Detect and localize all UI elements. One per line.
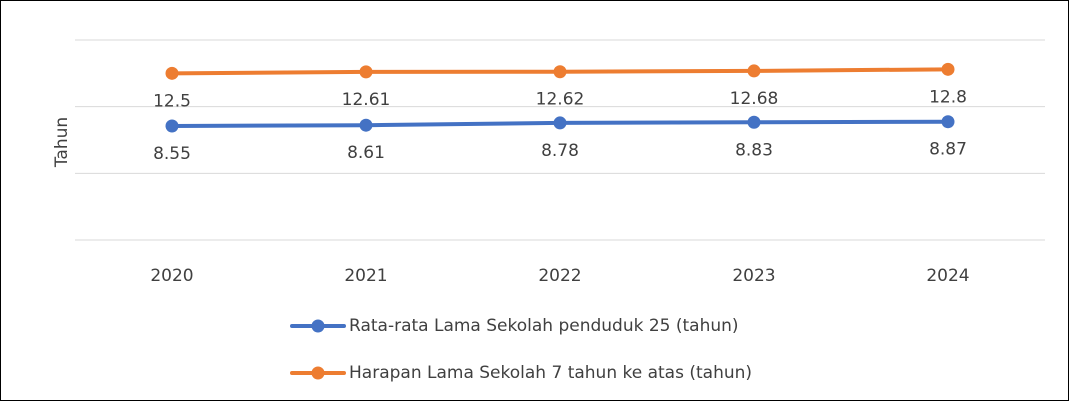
point	[553, 116, 567, 130]
legend-marker	[311, 366, 325, 380]
data-label: 8.61	[347, 143, 385, 163]
x-tick-label: 2020	[150, 266, 193, 286]
x-tick-label: 2023	[732, 266, 775, 286]
point	[553, 65, 567, 79]
data-label: 12.8	[929, 87, 967, 107]
data-label: 12.5	[153, 91, 191, 111]
data-label: 8.87	[929, 140, 967, 160]
point	[359, 118, 373, 132]
x-tick-label: 2022	[538, 266, 581, 286]
point	[747, 115, 761, 129]
point	[165, 119, 179, 133]
data-label: 12.61	[342, 90, 391, 110]
y-axis-label: Tahun	[52, 117, 72, 168]
point	[747, 64, 761, 78]
point	[165, 66, 179, 80]
x-tick-label: 2021	[344, 266, 387, 286]
data-label: 8.83	[735, 140, 773, 160]
legend-marker	[311, 319, 325, 333]
data-label: 8.78	[541, 141, 579, 161]
point	[941, 115, 955, 129]
data-label: 12.62	[536, 90, 585, 110]
data-label: 8.55	[153, 144, 191, 164]
data-label: 12.68	[730, 89, 779, 109]
x-tick-label: 2024	[926, 266, 969, 286]
point	[941, 62, 955, 76]
point	[359, 65, 373, 79]
legend-label: Rata-rata Lama Sekolah penduduk 25 (tahu…	[349, 316, 739, 336]
legend-label: Harapan Lama Sekolah 7 tahun ke atas (ta…	[349, 363, 752, 383]
